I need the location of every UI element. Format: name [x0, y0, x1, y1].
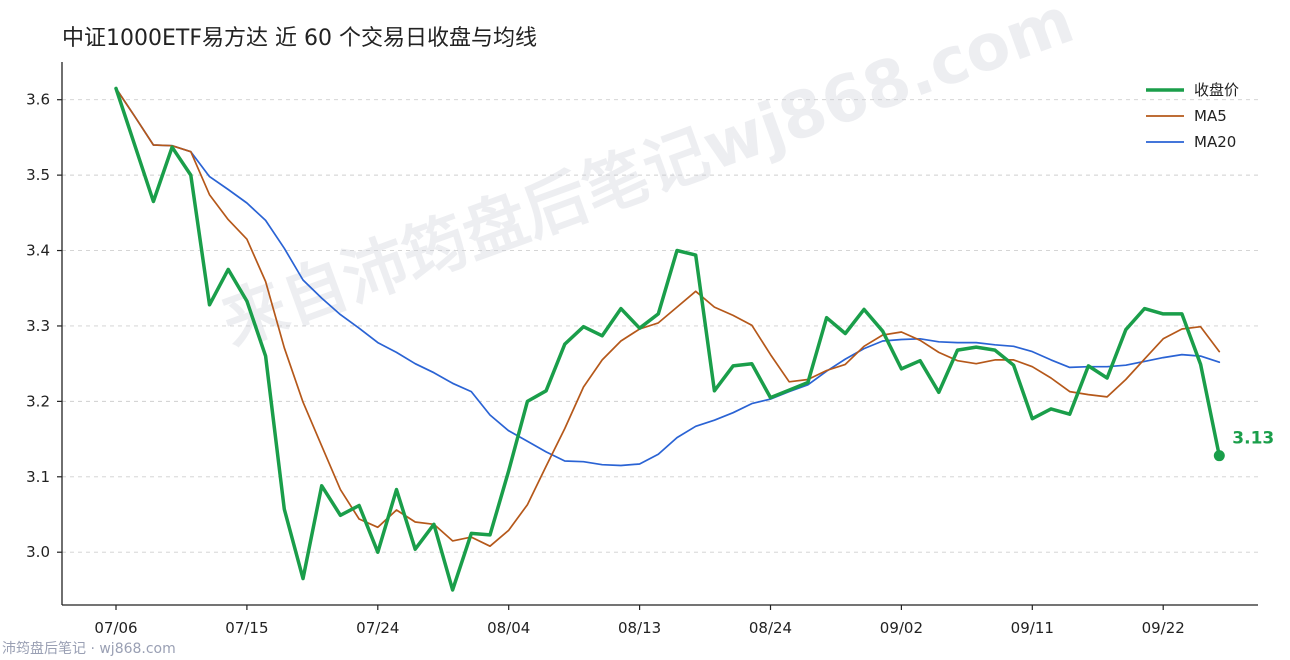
legend-label-0: 收盘价 — [1194, 81, 1239, 99]
series-line-2 — [115, 87, 1221, 467]
series-group — [114, 86, 1222, 592]
y-axis-ticks: 3.0 3.1 3.2 3.3 3.4 3.5 3.6 — [26, 91, 62, 561]
y-tick-label: 3.3 — [26, 317, 50, 335]
x-tick-label: 09/22 — [1142, 619, 1185, 637]
x-tick-label: 08/04 — [487, 619, 530, 637]
x-tick-label: 07/24 — [356, 619, 399, 637]
x-tick-label: 07/15 — [225, 619, 268, 637]
y-tick-label: 3.0 — [26, 543, 50, 561]
legend-label-1: MA5 — [1194, 107, 1227, 125]
last-point-marker — [1213, 450, 1225, 462]
x-tick-label: 09/02 — [880, 619, 923, 637]
footer-watermark: 沛筠盘后笔记 · wj868.com — [2, 640, 176, 657]
x-axis-ticks: 07/06 07/15 07/24 08/04 08/13 08/24 09/02 09/11… — [94, 605, 1185, 637]
series-line-1 — [115, 87, 1221, 548]
y-tick-label: 3.2 — [26, 392, 50, 410]
y-tick-label: 3.6 — [26, 91, 50, 109]
x-tick-label: 08/13 — [618, 619, 661, 637]
last-point-group: 3.13 — [1213, 429, 1274, 462]
x-tick-label: 09/11 — [1011, 619, 1054, 637]
y-tick-label: 3.4 — [26, 242, 50, 260]
x-tick-label: 07/06 — [94, 619, 137, 637]
legend-label-2: MA20 — [1194, 133, 1236, 151]
series-line-0 — [114, 86, 1222, 592]
watermark-text: 来自沛筠盘后笔记wj868.com — [213, 0, 1084, 361]
y-tick-label: 3.1 — [26, 468, 50, 486]
y-tick-label: 3.5 — [26, 166, 50, 184]
x-tick-label: 08/24 — [749, 619, 792, 637]
chart-title: 中证1000ETF易方达 近 60 个交易日收盘与均线 — [62, 26, 537, 51]
last-value-label: 3.13 — [1232, 429, 1274, 449]
legend: 收盘价 MA5 MA20 — [1146, 81, 1239, 151]
